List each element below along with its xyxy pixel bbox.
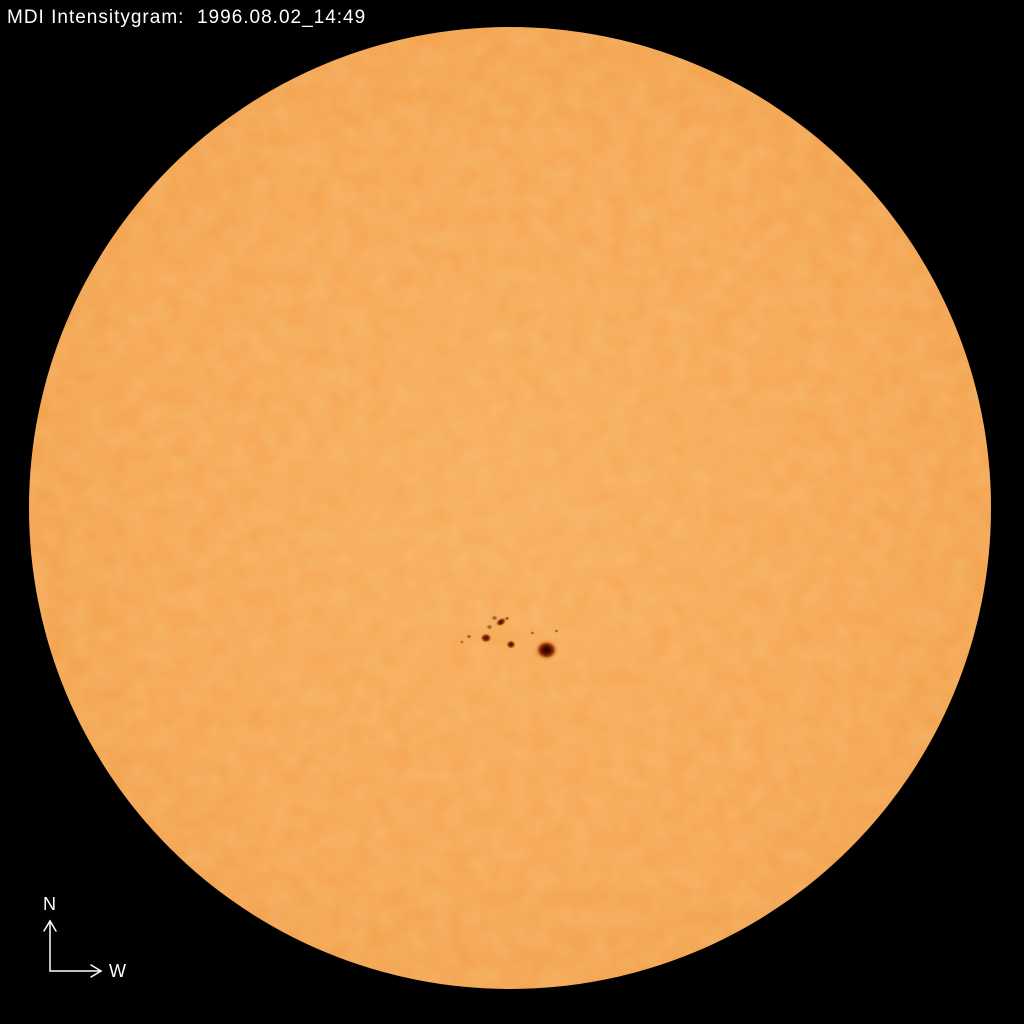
compass-north-label: N [43, 894, 56, 914]
sun-disk [29, 27, 991, 989]
north-arrow-icon [43, 919, 57, 972]
title-bar: MDI Intensitygram: 1996.08.02_14:49 [7, 7, 366, 29]
compass-west-label: W [109, 961, 126, 981]
granulation-texture [29, 27, 991, 989]
page-title: MDI Intensitygram: 1996.08.02_14:49 [7, 7, 367, 28]
west-arrow-icon [49, 964, 103, 978]
